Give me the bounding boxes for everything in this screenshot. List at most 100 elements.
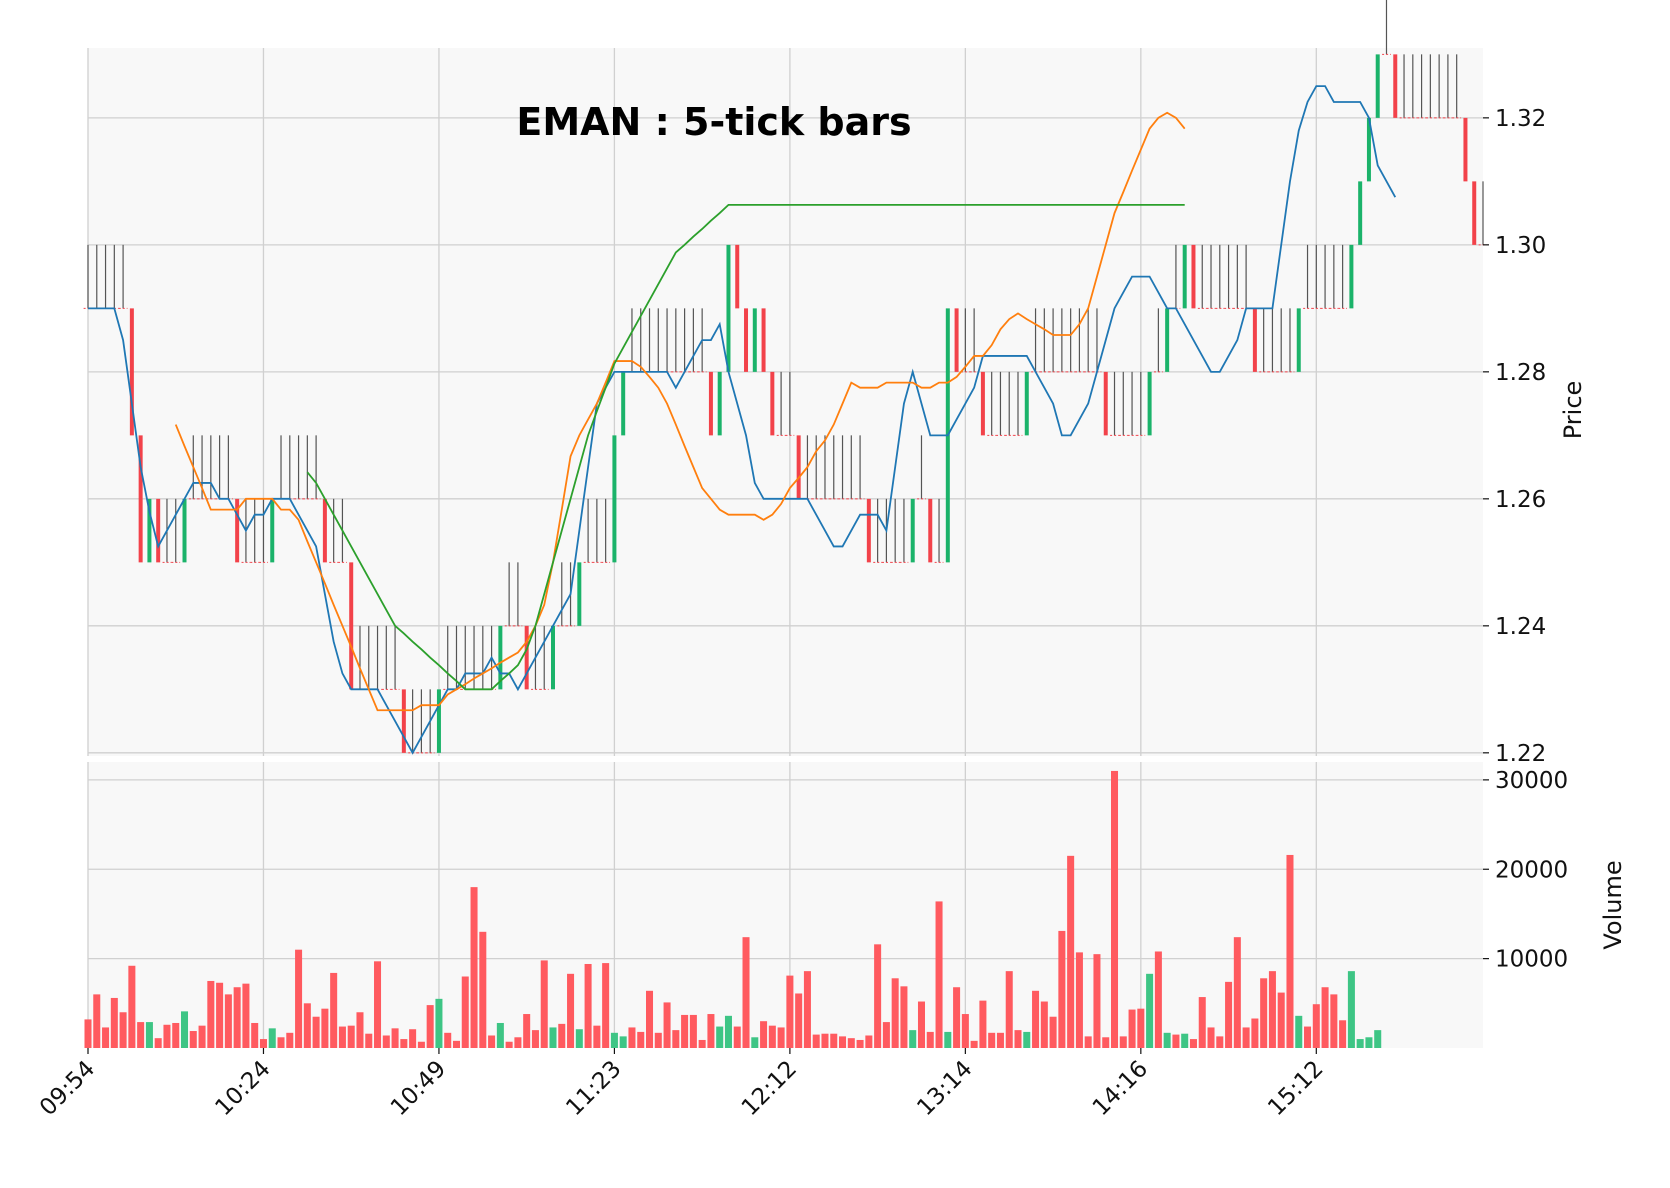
price-tick-label-1: 1.24 (1495, 614, 1546, 640)
volume-bar-85 (830, 1033, 838, 1048)
ohlc-bar-119 (1127, 371, 1137, 436)
ohlc-bar-104 (996, 371, 1005, 436)
volume-bar-142 (1330, 994, 1338, 1049)
ohlc-bar-127 (1197, 244, 1207, 309)
volume-bar-138 (1295, 1015, 1303, 1048)
volume-bar-111 (1058, 930, 1066, 1048)
volume-bar-20 (259, 1039, 267, 1048)
volume-bar-10 (172, 1022, 180, 1048)
volume-bar-77 (760, 1021, 768, 1048)
volume-bar-145 (1356, 1039, 1364, 1048)
volume-bar-38 (417, 1041, 425, 1048)
volume-bar-79 (777, 1027, 785, 1048)
ohlc-bar-10 (171, 498, 181, 563)
ohlc-bar-95 (917, 435, 926, 500)
volume-bar-11 (181, 1011, 189, 1048)
volume-bars (84, 770, 1382, 1049)
volume-bar-81 (795, 993, 803, 1048)
volume-bar-28 (330, 972, 338, 1048)
volume-bar-93 (900, 986, 908, 1048)
ohlc-bar-135 (1268, 308, 1277, 373)
volume-bar-68 (681, 1014, 689, 1048)
volume-axis-label: Volume (1599, 860, 1627, 949)
volume-bar-75 (742, 937, 750, 1048)
volume-bar-70 (698, 1039, 706, 1048)
volume-bar-40 (435, 998, 443, 1048)
volume-bar-6 (137, 1022, 145, 1048)
volume-bar-146 (1365, 1037, 1373, 1048)
volume-bar-50 (523, 1014, 531, 1048)
volume-bar-121 (1146, 973, 1154, 1048)
volume-bar-112 (1067, 855, 1075, 1048)
volume-bar-74 (733, 1026, 741, 1048)
price-plot-area (88, 48, 1483, 756)
ohlc-bar-86 (838, 435, 847, 500)
ohlc-bar-93 (899, 498, 909, 563)
ohlc-bar-114 (1083, 308, 1093, 373)
volume-bar-59 (602, 963, 610, 1048)
ohlc-bar-92 (890, 498, 900, 563)
volume-bar-86 (839, 1036, 847, 1048)
volume-bar-37 (409, 1029, 417, 1048)
ohlc-bar-156 (1452, 54, 1462, 119)
ohlc-bar-90 (873, 498, 883, 563)
volume-bar-30 (347, 1025, 355, 1048)
volume-bar-105 (1005, 971, 1013, 1048)
volume-bar-44 (470, 887, 478, 1049)
volume-bar-19 (251, 1022, 259, 1048)
volume-bar-71 (707, 1014, 715, 1048)
volume-bar-118 (1119, 1036, 1127, 1048)
volume-tick-labels: 10000 20000 30000 (1483, 768, 1568, 973)
volume-bar-45 (479, 931, 487, 1048)
volume-bar-18 (242, 983, 250, 1048)
volume-bar-90 (874, 944, 882, 1048)
volume-bar-103 (988, 1032, 996, 1048)
volume-bar-92 (891, 978, 899, 1048)
price-tick-label-4: 1.30 (1495, 233, 1546, 259)
ohlc-bar-148 (1382, 0, 1391, 55)
ohlc-bars (83, 0, 1488, 754)
volume-bar-127 (1198, 997, 1206, 1048)
volume-bar-97 (935, 901, 943, 1048)
ma-slow-line (306, 203, 1185, 691)
ohlc-bar-88 (855, 435, 865, 500)
volume-bar-39 (426, 1005, 434, 1048)
volume-bar-73 (724, 1015, 732, 1048)
ohlc-bar-110 (1048, 308, 1058, 373)
volume-bar-29 (338, 1026, 346, 1048)
volume-bar-61 (619, 1036, 627, 1048)
volume-bar-8 (154, 1038, 162, 1048)
volume-tick-label-1: 20000 (1495, 857, 1568, 883)
ohlc-bar-151 (1408, 54, 1418, 119)
volume-tick-label-2: 30000 (1495, 768, 1568, 794)
volume-bar-83 (812, 1034, 820, 1048)
volume-bar-56 (575, 1029, 583, 1048)
volume-bar-132 (1242, 1027, 1250, 1048)
volume-bar-51 (531, 1030, 539, 1049)
volume-bar-72 (716, 1026, 724, 1048)
volume-bar-64 (646, 990, 654, 1048)
volume-bar-76 (751, 1037, 759, 1048)
volume-bar-4 (119, 1012, 127, 1048)
volume-bar-87 (847, 1038, 855, 1048)
ohlc-bar-101 (969, 308, 979, 373)
volume-bar-36 (400, 1039, 408, 1048)
volume-bar-114 (1084, 1036, 1092, 1048)
volume-bar-140 (1312, 1004, 1320, 1048)
volume-bar-32 (365, 1033, 373, 1048)
volume-bar-116 (1102, 1037, 1110, 1048)
volume-bar-109 (1040, 1001, 1048, 1048)
price-tick-label-5: 1.32 (1495, 106, 1546, 132)
volume-bar-14 (207, 980, 215, 1048)
ohlc-bar-150 (1399, 54, 1409, 119)
volume-bar-123 (1163, 1032, 1171, 1048)
volume-bar-136 (1277, 992, 1285, 1048)
volume-bar-80 (786, 975, 794, 1048)
volume-bar-12 (189, 1031, 197, 1048)
volume-panel: 10000 20000 30000 (84, 762, 1568, 1049)
volume-bar-1 (93, 994, 101, 1049)
volume-bar-99 (953, 987, 961, 1048)
volume-bar-35 (391, 1028, 399, 1048)
volume-bar-9 (163, 1024, 171, 1048)
